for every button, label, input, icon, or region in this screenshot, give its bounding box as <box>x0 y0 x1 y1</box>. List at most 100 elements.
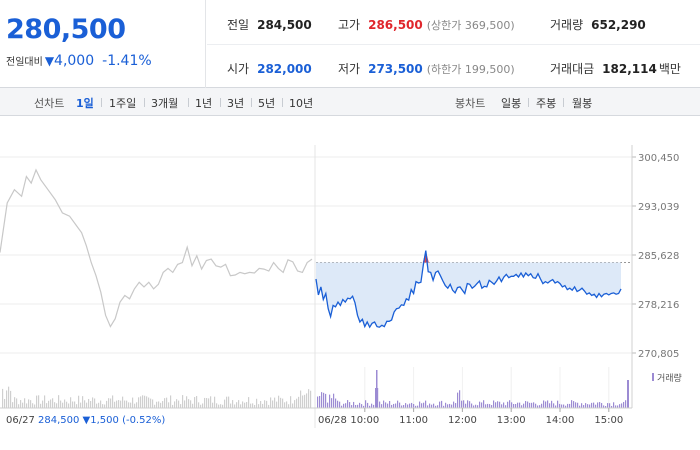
volume-bar <box>367 402 369 408</box>
volume-bar <box>535 403 537 408</box>
volume-bar <box>260 400 262 408</box>
tab-separator <box>101 98 102 107</box>
volume-bar <box>280 397 282 408</box>
volume-bar <box>72 401 74 408</box>
volume-bar <box>284 402 286 408</box>
volume-bar <box>627 380 629 408</box>
tab-weekly-candle[interactable]: 주봉 <box>536 97 557 110</box>
volume-bar <box>196 396 198 408</box>
volume-bar <box>515 403 517 408</box>
tab-1week[interactable]: 1주일 <box>109 97 137 110</box>
volume-bar <box>597 402 599 408</box>
volume-bar <box>190 400 192 408</box>
tab-separator <box>188 98 189 107</box>
volume-bar <box>136 402 138 408</box>
volume-bar <box>194 397 196 408</box>
volume-bar <box>391 404 393 408</box>
volume-bar <box>42 400 44 408</box>
x-tick-label: 13:00 <box>497 415 526 426</box>
volume-bar <box>453 401 455 408</box>
volume-bar <box>180 404 182 408</box>
volume-bar <box>317 396 319 408</box>
volume-bar <box>341 405 343 408</box>
volume-bar <box>583 405 585 408</box>
upper-limit: (상한가 369,500) <box>426 19 515 32</box>
volume-bar <box>439 401 441 408</box>
volume-bar <box>487 403 489 408</box>
tab-10year[interactable]: 10년 <box>289 97 314 110</box>
volume-bar <box>138 397 140 408</box>
tab-daily-candle[interactable]: 일봉 <box>501 97 522 110</box>
volume-bar <box>577 402 579 408</box>
volume-bar <box>499 401 501 408</box>
volume-bar <box>319 395 321 408</box>
price-chart[interactable]: 300,450 293,039 285,628 278,216 270,805 거래량 06… <box>0 117 700 450</box>
volume-bar <box>489 404 491 408</box>
volume-bar <box>437 405 439 408</box>
volume-bar <box>216 403 218 408</box>
volume-bar <box>48 400 50 408</box>
volume-bar <box>419 401 421 408</box>
volume-bar <box>569 403 571 408</box>
volume-bar <box>88 398 90 408</box>
down-arrow-icon: ▼ <box>44 54 55 68</box>
volume-bar <box>218 404 220 408</box>
volume-bar <box>373 404 375 408</box>
volume-bar <box>591 402 593 408</box>
volume-bar <box>381 404 383 408</box>
volume-bar <box>264 400 266 408</box>
tab-1day[interactable]: 1일 <box>76 97 94 110</box>
tab-3year[interactable]: 3년 <box>227 97 245 110</box>
volume-bar <box>146 396 148 408</box>
tab-1year[interactable]: 1년 <box>195 97 213 110</box>
volume-bar <box>579 405 581 408</box>
tab-5year[interactable]: 5년 <box>258 97 276 110</box>
volume-bar <box>425 400 427 408</box>
volume-bar <box>34 404 36 408</box>
volume-bar <box>371 403 373 408</box>
volume-bar <box>82 396 84 408</box>
volume-bar <box>475 404 477 408</box>
volume-bar <box>375 388 377 408</box>
tab-monthly-candle[interactable]: 월봉 <box>572 97 593 110</box>
x-tick-label: 14:00 <box>546 415 575 426</box>
volume-bar <box>405 403 407 408</box>
volume-bar <box>74 401 76 408</box>
volume-bar <box>541 403 543 408</box>
volume-bar <box>327 402 329 408</box>
volume-bar <box>118 400 120 408</box>
volume-bar <box>495 402 497 408</box>
volume-bar <box>543 400 545 408</box>
volume-bar <box>174 401 176 408</box>
volume-bar <box>6 390 8 408</box>
volume-bar <box>16 398 18 408</box>
volume-bar <box>365 400 367 408</box>
header-divider <box>207 44 700 45</box>
volume-bar <box>473 405 475 408</box>
volume-bar <box>609 403 611 408</box>
current-price: 280,500 <box>6 14 126 45</box>
volume-bar <box>527 401 529 408</box>
volume-bar <box>30 400 32 408</box>
volume-bar <box>339 401 341 408</box>
volume-bar <box>20 400 22 408</box>
volume-bar <box>507 401 509 408</box>
volume-bar <box>621 403 623 408</box>
volume-bar <box>619 404 621 408</box>
tab-3month[interactable]: 3개월 <box>151 97 179 110</box>
below-reference-fill <box>316 262 621 328</box>
volume-bar <box>423 402 425 408</box>
volume-bar <box>308 389 310 408</box>
x-tick-label: 06/28 <box>318 415 347 426</box>
volume-bar <box>435 405 437 408</box>
volume-bar <box>461 400 463 408</box>
lower-limit: (하한가 199,500) <box>426 63 515 76</box>
volume-bar <box>66 401 68 408</box>
volume-bar <box>128 402 130 408</box>
volume-bar <box>60 400 62 408</box>
volume-bar <box>90 400 92 408</box>
volume-bar <box>481 402 483 408</box>
volume-bar <box>477 405 479 408</box>
volume-bar <box>156 401 158 408</box>
volume-bar <box>529 402 531 408</box>
